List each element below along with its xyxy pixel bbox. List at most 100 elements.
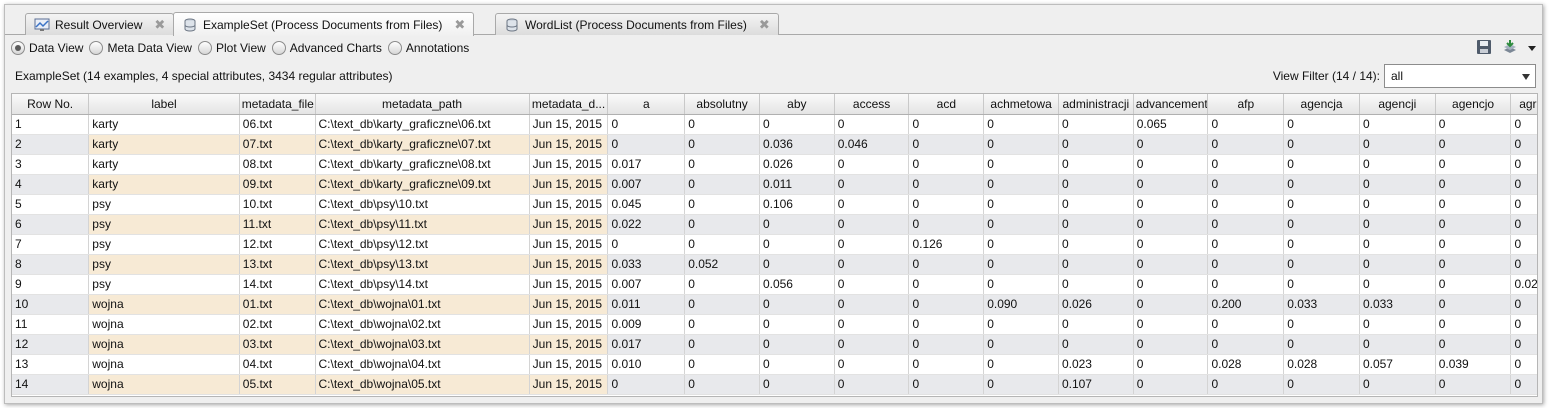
table-cell: 0.107 xyxy=(1058,374,1134,395)
table-cell: 0 xyxy=(684,354,760,375)
table-cell: karty xyxy=(88,174,240,195)
table-cell: 0 xyxy=(1207,314,1285,335)
table-cell: 0.026 xyxy=(1058,294,1134,315)
column-header[interactable]: absolutny xyxy=(684,94,760,115)
table-cell: C:\text_db\wojna\05.txt xyxy=(315,374,530,395)
table-cell: 0 xyxy=(684,114,760,135)
radio-plot-view[interactable]: Plot View xyxy=(197,41,266,55)
column-header[interactable]: administracji xyxy=(1058,94,1134,115)
column-header[interactable]: metadata_path xyxy=(315,94,530,115)
table-row[interactable]: 5 psy 10.txt C:\text_db\psy\10.txt Jun 15, 2… xyxy=(12,194,1537,215)
table-row[interactable]: 10 wojna 01.txt C:\text_db\wojna\01.txt Jun … xyxy=(12,294,1537,315)
table-cell: 0 xyxy=(983,194,1059,215)
table-cell: 0 xyxy=(1435,334,1512,355)
table-cell: 09.txt xyxy=(239,174,316,195)
export-icon[interactable] xyxy=(1502,39,1518,55)
column-header[interactable]: agre xyxy=(1510,94,1537,115)
table-cell: wojna xyxy=(88,294,240,315)
table-cell: 0 xyxy=(908,194,985,215)
table-row[interactable]: 12 wojna 03.txt C:\text_db\wojna\03.txt Jun … xyxy=(12,334,1537,355)
column-header[interactable]: metadata_d... xyxy=(529,94,609,115)
tab-result-overview[interactable]: Result Overview ✖ xyxy=(25,13,175,35)
tab-wordlist[interactable]: WordList (Process Documents from Files) … xyxy=(495,13,779,35)
column-header[interactable]: acd xyxy=(908,94,985,115)
table-cell: 0 xyxy=(983,254,1059,275)
table-cell: 9 xyxy=(12,274,90,295)
table-row[interactable]: 9 psy 14.txt C:\text_db\psy\14.txt Jun 15, 2… xyxy=(12,274,1537,295)
close-icon[interactable]: ✖ xyxy=(758,16,770,32)
table-row[interactable]: 14 wojna 05.txt C:\text_db\wojna\05.txt Jun … xyxy=(12,374,1537,395)
tab-exampleset[interactable]: ExampleSet (Process Documents from Files… xyxy=(173,12,475,36)
column-header[interactable]: afp xyxy=(1207,94,1285,115)
column-header[interactable]: agencja xyxy=(1283,94,1360,115)
table-cell: 0 xyxy=(1283,154,1360,175)
column-header[interactable]: a xyxy=(607,94,686,115)
table-row[interactable]: 2 karty 07.txt C:\text_db\karty_graficzne\0… xyxy=(12,134,1537,155)
table-cell: 0 xyxy=(1207,334,1285,355)
radio-icon[interactable] xyxy=(387,41,402,55)
table-row[interactable]: 3 karty 08.txt C:\text_db\karty_graficzne\0… xyxy=(12,154,1537,175)
table-cell: 0 xyxy=(1510,254,1537,275)
radio-meta-data-view[interactable]: Meta Data View xyxy=(89,41,192,55)
column-header[interactable]: advancement xyxy=(1133,94,1209,115)
table-cell: 0 xyxy=(834,234,910,255)
table-cell: 0 xyxy=(1207,114,1285,135)
table-cell: 0 xyxy=(1359,214,1436,235)
table-row[interactable]: 11 wojna 02.txt C:\text_db\wojna\02.txt Jun … xyxy=(12,314,1537,335)
table-row[interactable]: 13 wojna 04.txt C:\text_db\wojna\04.txt Jun … xyxy=(12,354,1537,375)
radio-advanced-charts[interactable]: Advanced Charts xyxy=(271,41,382,55)
save-icon[interactable] xyxy=(1476,39,1492,55)
table-cell: 0.046 xyxy=(834,134,910,155)
column-header[interactable]: label xyxy=(88,94,240,115)
column-header[interactable]: achmetowa xyxy=(983,94,1059,115)
table-cell: C:\text_db\psy\11.txt xyxy=(315,214,530,235)
table-row[interactable]: 4 karty 09.txt C:\text_db\karty_graficzne\0… xyxy=(12,174,1537,195)
table-cell: 0 xyxy=(1133,154,1209,175)
table-cell: 0 xyxy=(1133,334,1209,355)
column-header[interactable]: access xyxy=(834,94,910,115)
close-icon[interactable]: ✖ xyxy=(454,16,466,32)
table-cell: Jun 15, 2015 xyxy=(529,314,609,335)
table-row[interactable]: 6 psy 11.txt C:\text_db\psy\11.txt Jun 15, 2… xyxy=(12,214,1537,235)
radio-data-view[interactable]: Data View xyxy=(11,41,83,55)
table-cell: 0 xyxy=(1133,254,1209,275)
radio-selected-icon[interactable] xyxy=(11,41,25,55)
column-header[interactable]: metadata_file xyxy=(239,94,316,115)
table-cell: 0 xyxy=(1435,374,1512,395)
radio-icon[interactable] xyxy=(271,41,286,55)
column-header[interactable]: agencjo xyxy=(1435,94,1512,115)
table-cell: 0.126 xyxy=(908,234,985,255)
view-filter-select[interactable]: all xyxy=(1384,64,1536,88)
column-header[interactable]: Row No. xyxy=(12,94,90,115)
radio-icon[interactable] xyxy=(89,41,104,55)
table-cell: 0 xyxy=(607,114,686,135)
table-row[interactable]: 8 psy 13.txt C:\text_db\psy\13.txt Jun 15, 2… xyxy=(12,254,1537,275)
close-icon[interactable]: ✖ xyxy=(154,16,166,32)
table-cell: Jun 15, 2015 xyxy=(529,114,609,135)
table-cell: 0 xyxy=(1133,294,1209,315)
table-cell: wojna xyxy=(88,334,240,355)
column-header[interactable]: aby xyxy=(759,94,835,115)
table-cell: 0 xyxy=(834,294,910,315)
table-cell: 7 xyxy=(12,234,90,255)
table-cell: Jun 15, 2015 xyxy=(529,354,609,375)
radio-annotations[interactable]: Annotations xyxy=(387,41,469,55)
table-row[interactable]: 1 karty 06.txt C:\text_db\karty_graficzne\0… xyxy=(12,114,1537,135)
table-cell: 0 xyxy=(834,154,910,175)
table-cell: 0 xyxy=(1435,134,1512,155)
table-cell: 0 xyxy=(1359,114,1436,135)
table-cell: 0 xyxy=(834,114,910,135)
table-cell: Jun 15, 2015 xyxy=(529,234,609,255)
table-row[interactable]: 7 psy 12.txt C:\text_db\psy\12.txt Jun 15, 2… xyxy=(12,234,1537,255)
table-cell: 0 xyxy=(684,214,760,235)
radio-label: Data View xyxy=(29,41,84,55)
dropdown-arrow-icon[interactable] xyxy=(1528,39,1536,55)
table-cell: 8 xyxy=(12,254,90,275)
table-cell: 0 xyxy=(1435,314,1512,335)
data-table[interactable]: Row No. label metadata_file metadata_path me… xyxy=(11,93,1538,397)
table-cell: 0 xyxy=(908,134,985,155)
table-cell: 0 xyxy=(908,214,985,235)
radio-icon[interactable] xyxy=(197,41,212,55)
table-cell: 0 xyxy=(759,294,835,315)
column-header[interactable]: agencji xyxy=(1359,94,1436,115)
